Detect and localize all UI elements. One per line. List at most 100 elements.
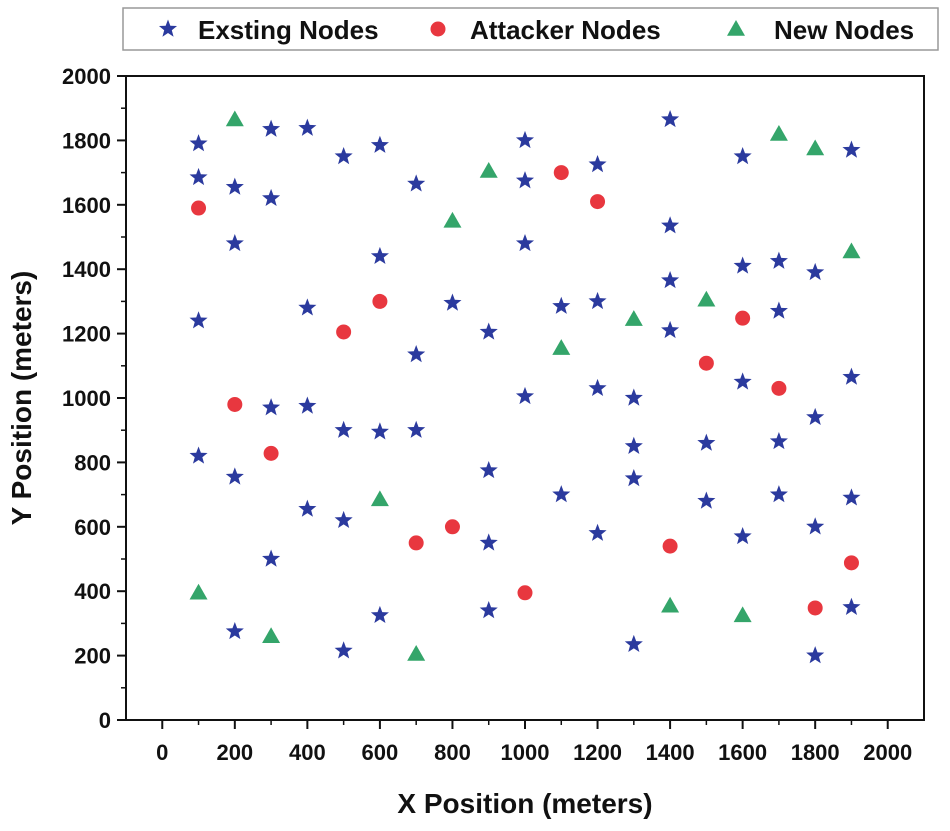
data-point-star [225,177,244,195]
data-point-circle [227,396,243,412]
legend-triangle-marker [727,20,745,36]
data-point-star [515,171,535,189]
y-tick-label: 2000 [62,64,111,89]
data-point-circle [553,165,569,181]
legend-item: Attacker Nodes [430,15,661,45]
data-points [189,109,861,664]
data-point-circle [590,194,606,210]
data-point-star [769,485,788,503]
data-point-star [515,130,535,149]
data-point-star [697,491,716,509]
data-point-star [298,298,317,316]
data-point-circle [807,600,823,616]
x-tick-label: 2000 [863,740,912,765]
data-point-star [515,233,535,252]
data-point-star [370,135,389,153]
data-point-star [806,262,825,281]
series-circle [191,165,859,616]
data-point-star [225,233,244,252]
data-point-triangle [769,124,788,141]
data-point-circle [336,324,352,340]
data-point-circle [372,293,388,309]
data-point-star [588,291,607,310]
data-point-circle [263,445,279,461]
data-point-star [733,147,752,165]
data-point-star [661,320,680,339]
data-point-star [479,533,498,551]
data-point-circle [771,380,787,396]
data-point-star [697,433,716,451]
data-point-triangle [189,583,208,600]
x-tick-label: 0 [156,740,168,765]
y-tick-label: 600 [74,515,111,540]
data-point-triangle [443,211,462,228]
data-point-triangle [370,490,389,507]
x-tick-label: 600 [362,740,399,765]
data-point-star [225,467,244,485]
data-point-star [661,270,680,289]
data-point-star [806,646,825,664]
data-point-star [262,188,281,207]
data-point-star [842,488,861,506]
data-point-triangle [225,110,244,127]
legend-box [122,7,939,51]
y-tick-label: 200 [74,644,111,669]
data-point-star [370,422,389,440]
legend-star-marker [158,19,178,37]
data-point-star [443,293,462,311]
y-axis: 0 200 400 600 800 1000 1200 1400 1600 1800 2000 [62,64,126,733]
data-point-triangle [552,339,571,355]
data-point-triangle [479,161,498,178]
data-point-star [733,526,752,545]
data-point-star [334,420,353,438]
legend-label: Attacker Nodes [470,15,661,45]
data-point-star [479,601,498,619]
data-point-star [588,155,607,173]
data-point-triangle [842,242,861,259]
data-point-triangle [661,596,680,613]
x-tick-label: 800 [434,740,471,765]
data-point-star [733,256,752,274]
data-point-circle [408,535,424,551]
data-point-triangle [624,310,643,326]
legend: Exsting Nodes Attacker Nodes New Nodes [122,7,939,51]
data-point-star [407,420,426,438]
data-point-star [552,485,571,503]
data-point-circle [662,538,678,554]
data-point-circle [191,200,207,216]
data-point-star [189,167,208,186]
x-axis: 0 200 400 600 800 1000 1200 1400 1600 1800 2000 [156,720,912,765]
data-point-star [407,345,426,363]
x-tick-label: 1000 [501,740,550,765]
data-point-triangle [407,644,426,661]
data-point-triangle [262,627,281,644]
data-point-circle [735,310,751,326]
data-point-star [806,407,825,426]
data-point-triangle [697,290,716,307]
series-star [189,109,861,664]
data-point-star [407,174,426,192]
x-tick-label: 1600 [718,740,767,765]
legend-item: New Nodes [727,15,914,45]
data-point-star [806,517,825,535]
x-tick-label: 1800 [791,740,840,765]
data-point-star [262,398,281,416]
data-point-star [624,634,643,653]
y-tick-label: 1200 [62,322,111,347]
x-tick-label: 1400 [646,740,695,765]
legend-circle-marker [430,21,446,37]
data-point-star [334,641,353,659]
x-axis-title: X Position (meters) [397,788,652,819]
data-point-star [298,118,317,136]
data-point-star [769,431,788,450]
data-point-triangle [806,139,825,156]
y-axis-title: Y Position (meters) [6,271,37,526]
data-point-star [624,469,643,487]
data-point-star [769,301,788,319]
data-point-star [842,367,861,385]
legend-label: New Nodes [774,15,914,45]
x-tick-label: 1200 [573,740,622,765]
data-point-star [262,119,281,137]
legend-label: Exsting Nodes [198,15,379,45]
